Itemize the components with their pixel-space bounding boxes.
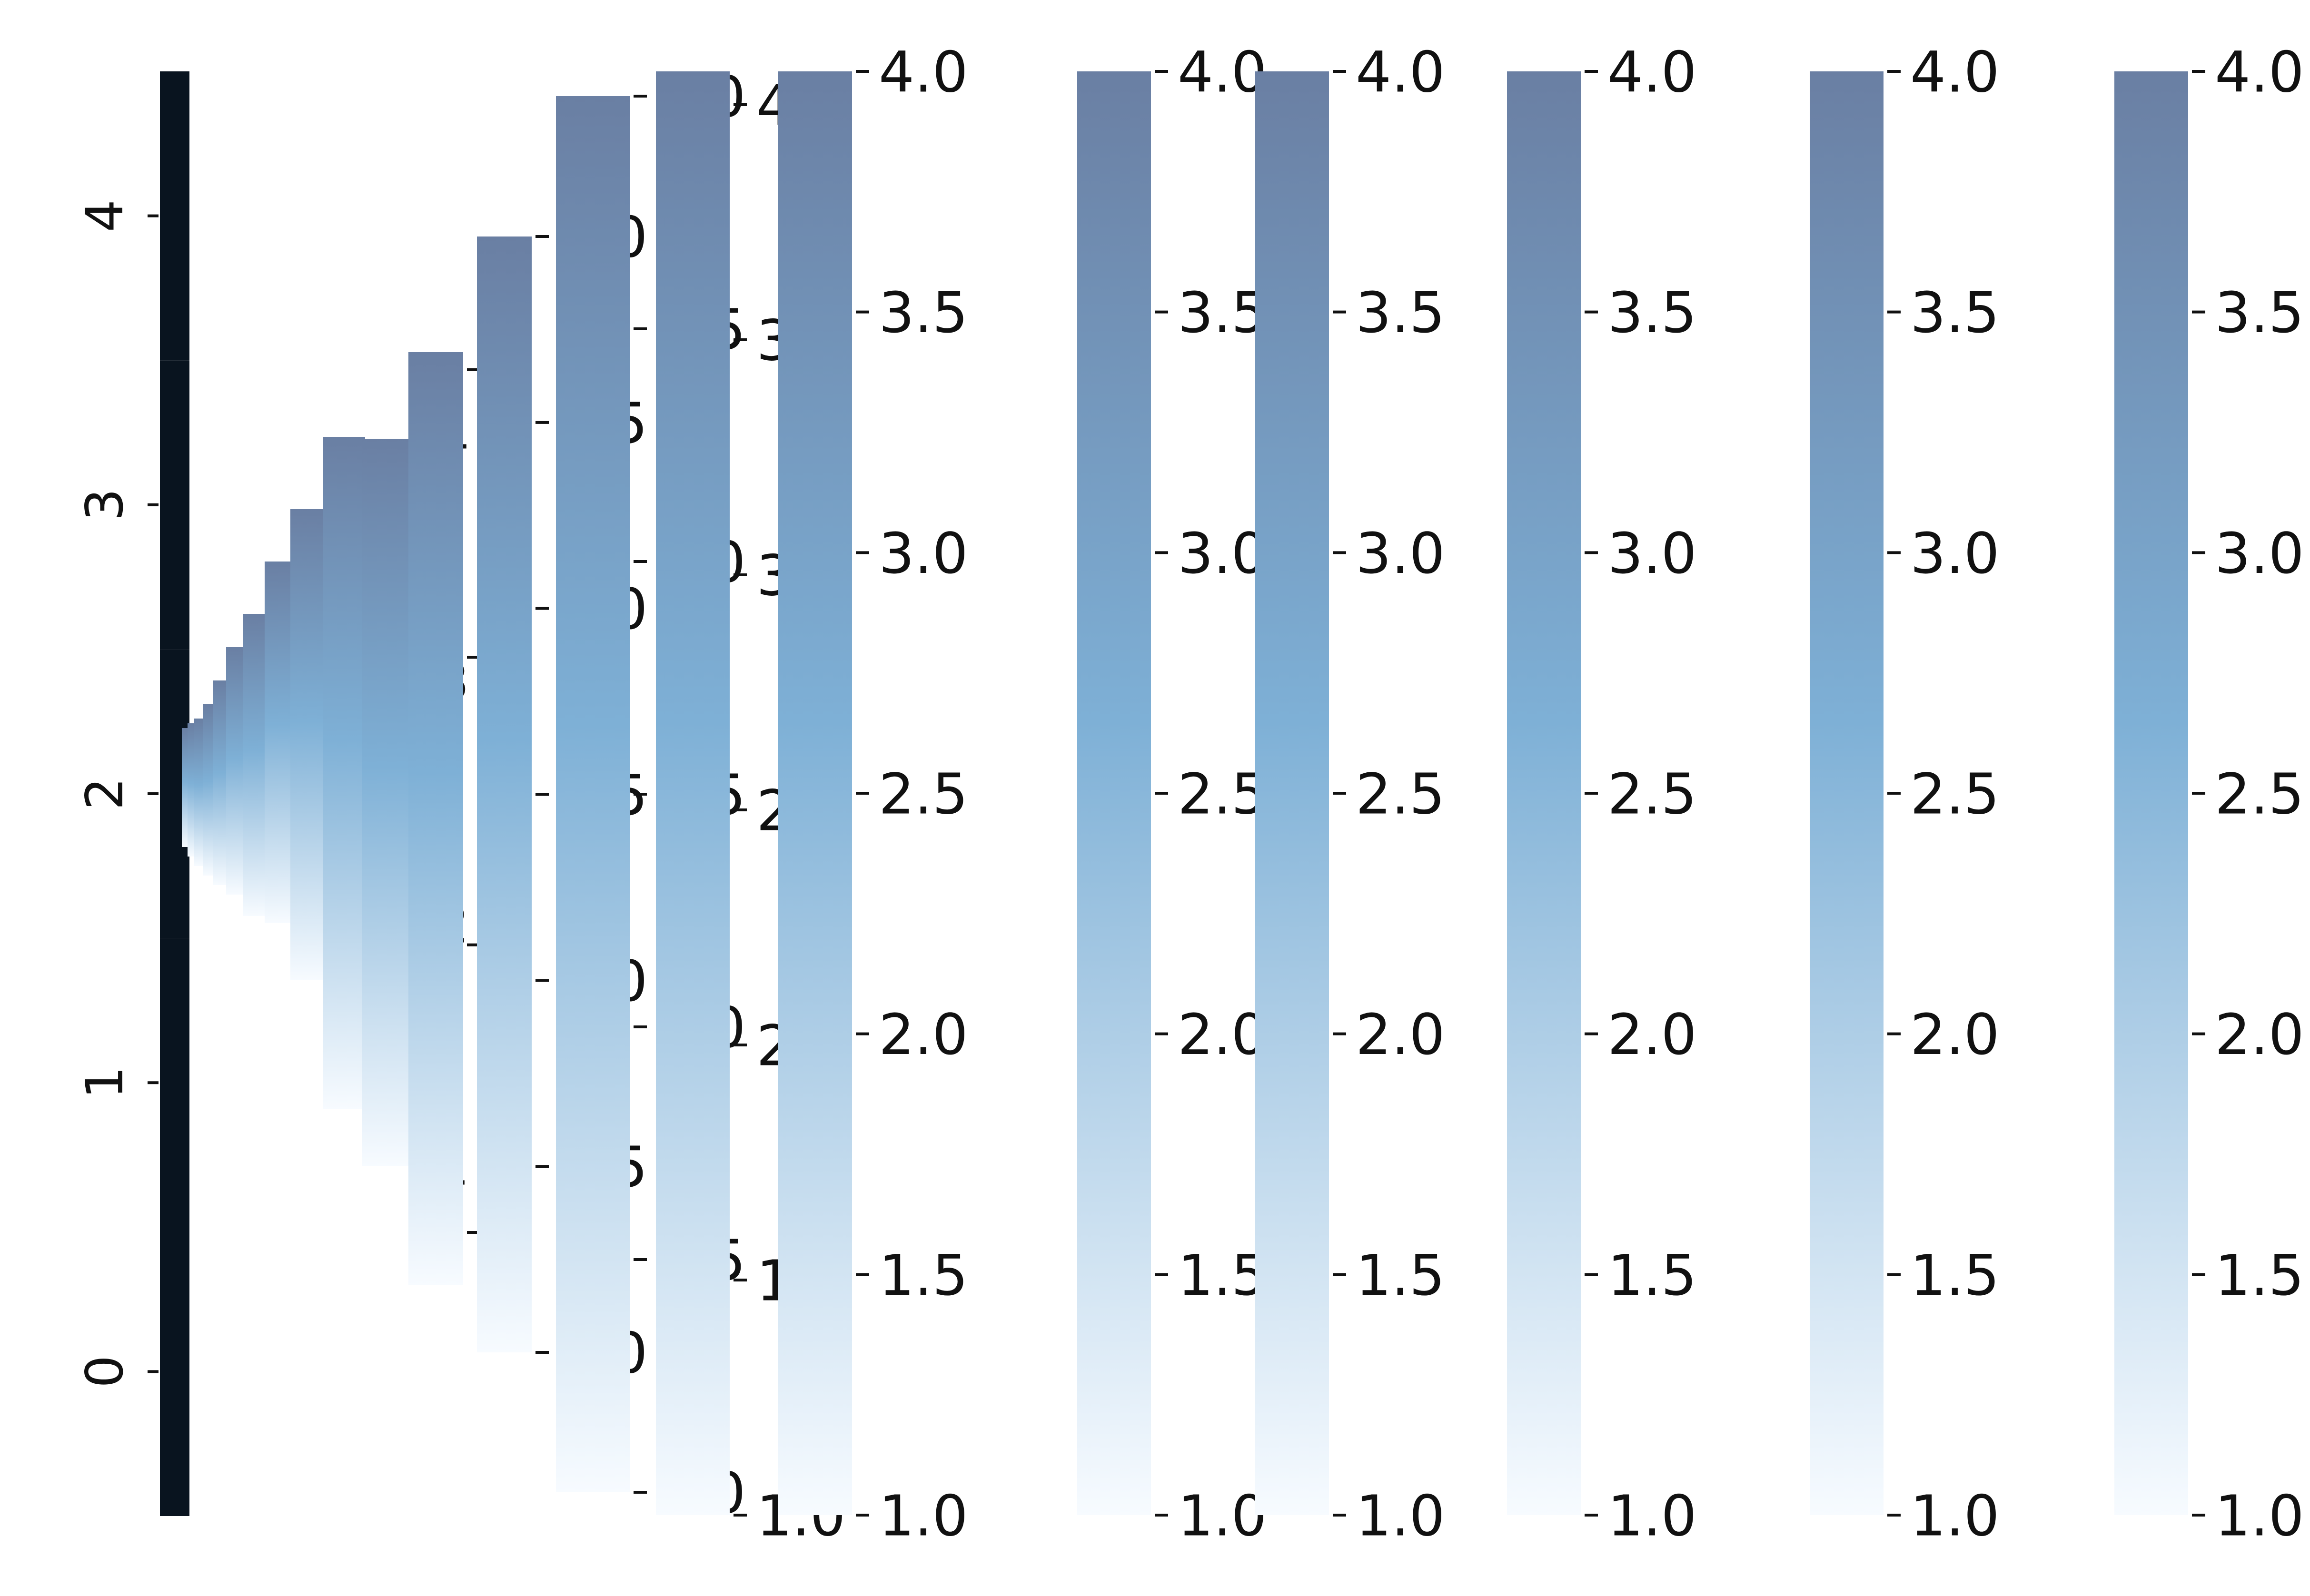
colorbar-6-tick-label-1.0: 1.0 bbox=[879, 1483, 968, 1548]
colorbar-3-tick-label-1.5: 1.5 bbox=[1607, 1242, 1697, 1308]
colorbar-4-tick-label-1.5: 1.5 bbox=[1356, 1242, 1445, 1308]
y-tick-label-3: 3 bbox=[75, 488, 135, 521]
y-tick-label-1: 1 bbox=[75, 1066, 135, 1099]
colorbar-6: 1.0 1.5 2.0 2.5 3.0 3.5 4.0 bbox=[778, 39, 968, 1548]
colorbar-7-gradient bbox=[656, 71, 730, 1515]
colorbar-11-gradient bbox=[362, 439, 409, 1166]
colorbar-9-gradient bbox=[477, 236, 532, 1352]
colorbar-1-tick-label-1.0: 1.0 bbox=[2215, 1483, 2304, 1548]
colorbar-6-gradient bbox=[778, 71, 852, 1515]
colorbar-2-tick-label-1.0: 1.0 bbox=[1910, 1483, 2000, 1548]
colorbar-5-tick-label-3.0: 3.0 bbox=[1178, 521, 1267, 586]
colorbar-13-gradient bbox=[290, 509, 327, 980]
colorbar-4-tick-label-4.0: 4.0 bbox=[1356, 39, 1445, 105]
colorbar-3-tick-label-1.0: 1.0 bbox=[1607, 1483, 1697, 1548]
colorbar-3-tick-label-3.0: 3.0 bbox=[1607, 521, 1697, 586]
colorbar-5-tick-label-1.5: 1.5 bbox=[1178, 1242, 1267, 1308]
colorbar-2-tick-label-4.0: 4.0 bbox=[1910, 39, 2000, 105]
colorbar-5-tick-label-2.5: 2.5 bbox=[1178, 761, 1267, 827]
colorbar-1-tick-label-3.5: 3.5 bbox=[2215, 280, 2304, 345]
colorbar-2-gradient bbox=[1810, 71, 1884, 1515]
colorbar-1-tick-label-2.5: 2.5 bbox=[2215, 761, 2304, 827]
colorbar-6-tick-label-3.5: 3.5 bbox=[879, 280, 968, 345]
colorbar-8-gradient bbox=[556, 96, 630, 1492]
heatmap-cell-row-3 bbox=[160, 360, 189, 650]
colorbar-1-tick-label-1.5: 1.5 bbox=[2215, 1242, 2304, 1308]
colorbar-2-tick-label-1.5: 1.5 bbox=[1910, 1242, 2000, 1308]
colorbar-1-gradient bbox=[2114, 71, 2188, 1515]
y-tick-label-2: 2 bbox=[75, 778, 135, 810]
colorbar-4-tick-label-3.5: 3.5 bbox=[1356, 280, 1445, 345]
colorbar-3-tick-label-3.5: 3.5 bbox=[1607, 280, 1697, 345]
colorbar-2-tick-label-2.0: 2.0 bbox=[1910, 1002, 2000, 1067]
colorbar-12-gradient bbox=[323, 437, 365, 1109]
colorbar-4: 1.0 1.5 2.0 2.5 3.0 3.5 4.0 bbox=[1255, 39, 1445, 1548]
colorbar-5-gradient bbox=[1077, 71, 1151, 1515]
y-tick-label-4: 4 bbox=[75, 199, 135, 232]
colorbar-2-tick-label-3.0: 3.0 bbox=[1910, 521, 2000, 586]
colorbar-2: 1.0 1.5 2.0 2.5 3.0 3.5 4.0 bbox=[1810, 39, 2000, 1548]
colorbar-3-tick-label-4.0: 4.0 bbox=[1607, 39, 1697, 105]
colorbar-4-tick-label-2.0: 2.0 bbox=[1356, 1002, 1445, 1067]
colorbar-4-tick-label-3.0: 3.0 bbox=[1356, 521, 1445, 586]
colorbar-2-tick-label-2.5: 2.5 bbox=[1910, 761, 2000, 827]
colorbar-1: 1.0 1.5 2.0 2.5 3.0 3.5 4.0 bbox=[2114, 39, 2304, 1548]
colorbar-6-tick-label-1.5: 1.5 bbox=[879, 1242, 968, 1308]
colorbar-5: 1.0 1.5 2.0 2.5 3.0 3.5 4.0 bbox=[1077, 39, 1267, 1548]
colorbar-10-gradient bbox=[408, 352, 463, 1285]
colorbar-5-tick-label-3.5: 3.5 bbox=[1178, 280, 1267, 345]
colorbar-1-tick-label-4.0: 4.0 bbox=[2215, 39, 2304, 105]
colorbar-6-tick-label-4.0: 4.0 bbox=[879, 39, 968, 105]
colorbar-2-tick-label-3.5: 3.5 bbox=[1910, 280, 2000, 345]
colorbar-3-gradient bbox=[1507, 71, 1581, 1515]
colorbar-1-tick-label-2.0: 2.0 bbox=[2215, 1002, 2304, 1067]
colorbar-1-tick-label-3.0: 3.0 bbox=[2215, 521, 2304, 586]
colorbar-4-gradient bbox=[1255, 71, 1329, 1515]
colorbar-5-tick-label-2.0: 2.0 bbox=[1178, 1002, 1267, 1067]
heatmap-cell-row-1 bbox=[160, 938, 189, 1227]
colorbar-5-tick-label-4.0: 4.0 bbox=[1178, 39, 1267, 105]
colorbar-4-tick-label-2.5: 2.5 bbox=[1356, 761, 1445, 827]
colorbar-3-tick-label-2.5: 2.5 bbox=[1607, 761, 1697, 827]
colorbar-6-tick-label-3.0: 3.0 bbox=[879, 521, 968, 586]
colorbar-4-tick-label-1.0: 1.0 bbox=[1356, 1483, 1445, 1548]
y-tick-label-0: 0 bbox=[75, 1355, 135, 1388]
heatmap-cell-row-0 bbox=[160, 1227, 189, 1516]
colorbar-5-tick-label-1.0: 1.0 bbox=[1178, 1483, 1267, 1548]
heatmap-cell-row-4 bbox=[160, 71, 189, 361]
colorbar-6-tick-label-2.0: 2.0 bbox=[879, 1002, 968, 1067]
colorbar-3-tick-label-2.0: 2.0 bbox=[1607, 1002, 1697, 1067]
colorbar-6-tick-label-2.5: 2.5 bbox=[879, 761, 968, 827]
colorbar-3: 1.0 1.5 2.0 2.5 3.0 3.5 4.0 bbox=[1507, 39, 1697, 1548]
